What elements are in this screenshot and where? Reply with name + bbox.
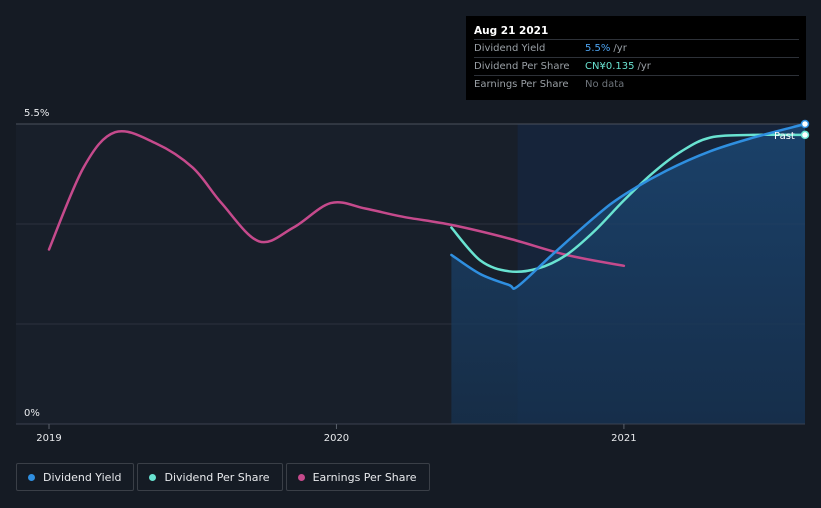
tooltip-value: CN¥0.135 — [585, 61, 635, 72]
legend-item-dividend-yield[interactable]: Dividend Yield — [16, 463, 135, 491]
x-tick-label: 2020 — [324, 433, 349, 444]
y-tick-label: 5.5% — [24, 108, 49, 119]
tooltip-date: Aug 21 2021 — [474, 25, 549, 37]
x-tick-label: 2019 — [36, 433, 61, 444]
legend-dot-icon — [297, 473, 305, 481]
series-line-earnings-per-share — [47, 129, 626, 268]
legend-item-dividend-per-share[interactable]: Dividend Per Share — [137, 463, 283, 491]
legend-dot-icon — [28, 473, 35, 481]
past-label: Past — [774, 131, 795, 142]
tooltip-unit: /yr — [637, 61, 651, 72]
tooltip-unit: /yr — [613, 43, 627, 54]
series-line-dividend-per-share — [450, 133, 807, 274]
y-tick-label: 0% — [24, 408, 40, 419]
series-end-marker — [800, 119, 810, 129]
legend-item-earnings-per-share[interactable]: Earnings Per Share — [285, 463, 430, 491]
tooltip-row: Dividend Yield 5.5% /yr — [474, 39, 799, 57]
tooltip-row: Earnings Per Share No data — [474, 75, 799, 93]
dividend-yield-area — [451, 124, 805, 424]
tooltip-row: Dividend Per Share CN¥0.135 /yr — [474, 57, 799, 75]
legend-dot-icon — [149, 473, 157, 481]
tooltip-value: 5.5% — [585, 43, 611, 54]
tooltip-value: No data — [585, 79, 625, 90]
tooltip: Aug 21 2021 Dividend Yield 5.5% /yr Divi… — [466, 16, 806, 100]
legend-label: Dividend Per Share — [164, 470, 270, 484]
tooltip-label: Dividend Per Share — [474, 61, 570, 72]
chart-area: 2019 2020 2021 5.5% 0% Past — [16, 108, 810, 444]
x-tick-label: 2021 — [611, 433, 636, 444]
legend-label: Dividend Yield — [43, 470, 122, 484]
series-line-dividend-yield — [450, 122, 807, 290]
tooltip-label: Dividend Yield — [474, 43, 546, 54]
legend: Dividend Yield Dividend Per Share Earnin… — [16, 463, 430, 491]
series-end-marker — [800, 130, 810, 140]
legend-label: Earnings Per Share — [312, 470, 417, 484]
tooltip-label: Earnings Per Share — [474, 79, 569, 90]
